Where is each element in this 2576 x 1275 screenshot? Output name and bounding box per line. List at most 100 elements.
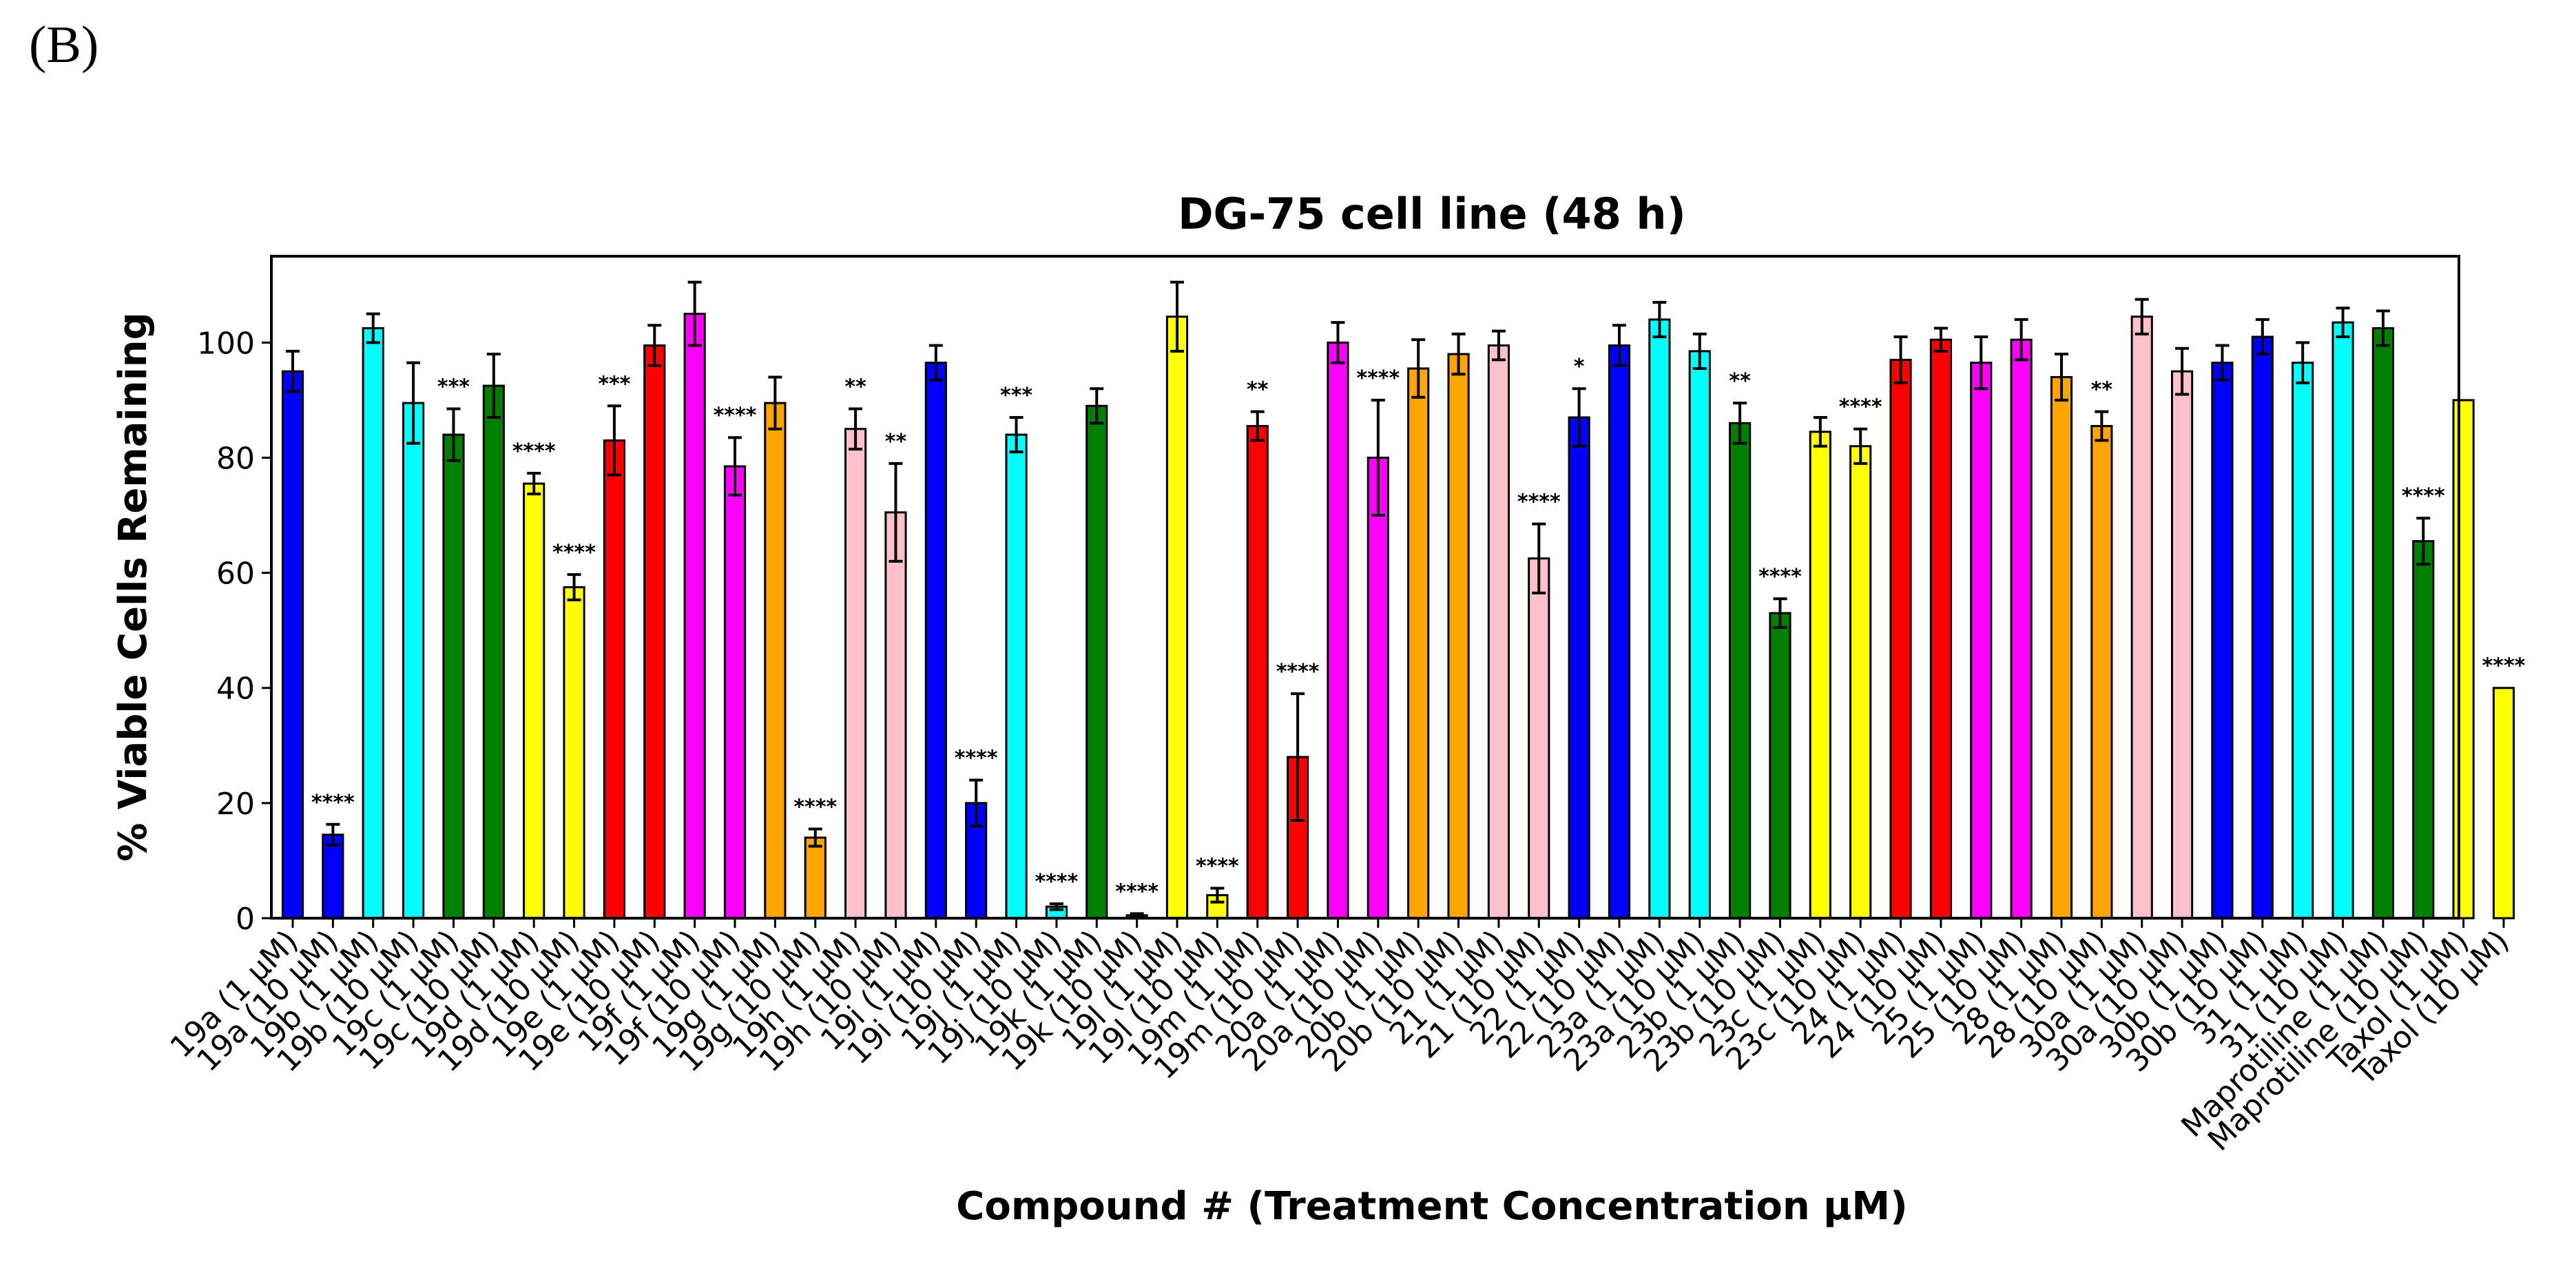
significance-label: ** (2091, 378, 2113, 402)
error-bar (1893, 335, 1908, 384)
bar (1086, 404, 1108, 920)
error-bar (326, 822, 340, 847)
bar (1849, 445, 1872, 920)
significance-label: **** (512, 439, 556, 464)
significance-label: **** (1276, 660, 1320, 684)
bar (2010, 338, 2033, 920)
bar (2452, 399, 2475, 920)
bar (1568, 416, 1590, 920)
error-bar (808, 827, 822, 848)
bar (2050, 375, 2073, 920)
bar (1729, 422, 1752, 920)
bar (2251, 335, 2274, 920)
bar (804, 836, 827, 920)
significance-label: **** (2402, 484, 2445, 508)
error-bar (567, 573, 581, 601)
error-bar (1250, 410, 1265, 442)
error-bar (2255, 318, 2269, 356)
bar (884, 511, 907, 920)
significance-label: *** (1000, 384, 1032, 408)
error-bar (1371, 398, 1385, 517)
x-axis-label: Compound # (Treatment Concentration μM) (956, 1184, 1907, 1229)
bar (1246, 425, 1269, 920)
error-bar (1612, 324, 1626, 367)
error-bar (1572, 387, 1586, 448)
error-bar (889, 462, 903, 563)
error-bar (527, 472, 541, 496)
significance-label: **** (1517, 490, 1561, 515)
plot-frame (270, 255, 2460, 920)
significance-layer: ****************************************… (311, 355, 2526, 904)
error-bar (1491, 329, 1506, 362)
error-bar (1331, 321, 1345, 364)
error-bar (446, 407, 461, 462)
error-bar (406, 361, 421, 445)
error-bar (2296, 341, 2310, 384)
bar (924, 362, 947, 920)
error-bar (2134, 298, 2149, 335)
bar (2171, 370, 2194, 920)
bar (1447, 353, 1470, 920)
significance-label: **** (793, 795, 837, 819)
bar (1367, 456, 1389, 920)
bar (442, 433, 465, 920)
error-bar (1652, 300, 1667, 338)
bar (1648, 318, 1671, 920)
error-bar (2376, 309, 2390, 347)
significance-label: **** (311, 791, 355, 815)
bar (764, 402, 787, 920)
bar (1608, 344, 1631, 920)
error-bar (1692, 332, 1707, 370)
significance-label: **** (714, 404, 757, 428)
error-bar (1210, 887, 1225, 904)
significance-label: **** (1356, 366, 1400, 391)
significance-label: ** (844, 375, 866, 399)
error-bar (1532, 522, 1546, 594)
significance-label: ** (1729, 369, 1751, 393)
bar (2371, 326, 2394, 920)
error-bar (687, 280, 702, 347)
error-bar (2175, 346, 2190, 396)
bar (362, 326, 384, 920)
y-tick-label: 0 (236, 902, 255, 937)
error-bar (2095, 410, 2109, 442)
error-bar (1451, 332, 1466, 376)
bars-layer (281, 313, 2515, 920)
error-bar (647, 324, 662, 367)
error-bar (1733, 402, 1747, 445)
error-bar (486, 353, 501, 419)
bar (563, 586, 585, 920)
significance-label: **** (1758, 565, 1802, 589)
significance-label: *** (437, 375, 470, 399)
error-bar (1773, 597, 1787, 629)
error-bar (1933, 326, 1948, 353)
significance-label: **** (1196, 855, 1239, 879)
error-bar (1813, 415, 1827, 448)
error-bar (2014, 318, 2028, 362)
error-bar (1049, 902, 1063, 911)
error-bar (2416, 517, 2431, 566)
bar (683, 313, 706, 920)
error-bar (366, 312, 380, 344)
bar (643, 344, 666, 920)
y-tick-label: 80 (216, 441, 255, 476)
error-bar (1411, 338, 1426, 399)
bar (2492, 687, 2515, 920)
bar (1809, 431, 1831, 920)
bar (523, 482, 546, 920)
bar (1929, 338, 1952, 920)
significance-label: **** (1115, 880, 1159, 904)
y-tick-label: 60 (216, 557, 255, 592)
significance-label: **** (552, 541, 596, 565)
error-bar (728, 436, 742, 497)
error-bar (1853, 427, 1868, 465)
bar (1688, 350, 1711, 920)
significance-label: **** (955, 746, 998, 770)
significance-label: ** (885, 430, 907, 454)
bar (1487, 344, 1510, 920)
significance-label: * (1574, 355, 1585, 379)
y-tick-label: 40 (216, 672, 255, 707)
bar (482, 384, 505, 920)
significance-label: **** (1839, 395, 1882, 419)
